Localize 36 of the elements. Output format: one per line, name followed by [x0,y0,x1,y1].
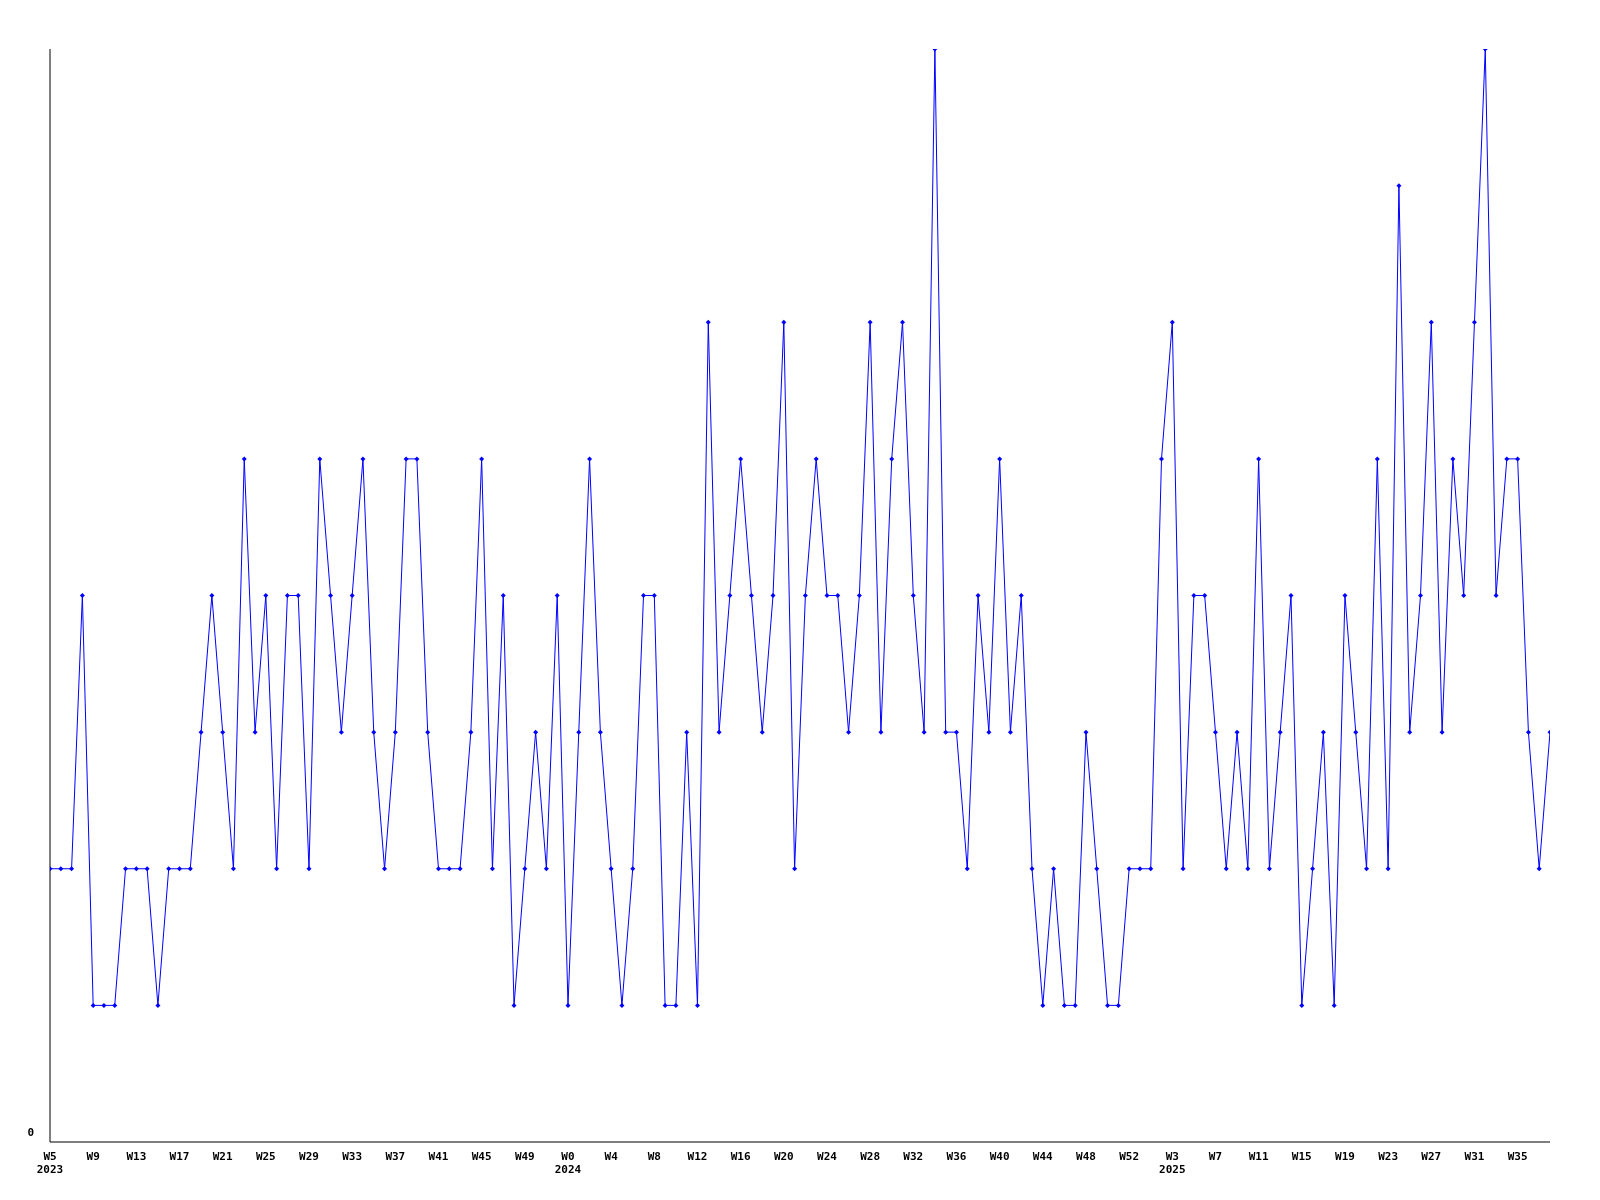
x-tick-label: W41 [428,1150,449,1163]
x-tick-label: W16 [730,1150,751,1163]
x-tick-label: W45 [471,1150,492,1163]
x-tick-label: W49 [514,1150,535,1163]
x-tick-label: W27 [1421,1150,1442,1163]
x-tick-label: W8 [647,1150,661,1163]
x-tick-label: W31 [1464,1150,1485,1163]
text: 0 [27,1126,34,1139]
x-tick-label: W12 [687,1150,708,1163]
x-tick-label: W11 [1248,1150,1269,1163]
x-tick-label: W35 [1507,1150,1528,1163]
x-tick-label: W5 2023 [36,1150,64,1176]
x-tick-label: W0 2024 [554,1150,582,1176]
x-tick-label: W15 [1291,1150,1312,1163]
x-tick-label: W52 [1119,1150,1140,1163]
x-tick-label: W37 [385,1150,406,1163]
x-tick-label: W20 [773,1150,794,1163]
x-tick-label: W25 [255,1150,276,1163]
x-tick-label: W7 [1208,1150,1223,1163]
x-tick-label: W19 [1335,1150,1355,1163]
x-tick-label: W13 [126,1150,147,1163]
x-tick-label: W23 [1378,1150,1399,1163]
x-tick-label: W32 [903,1150,924,1163]
x-tick-label: W29 [299,1150,319,1163]
x-tick-label: W28 [860,1150,881,1163]
x-tick-label: W24 [817,1150,838,1163]
x-tick-label: W21 [212,1150,233,1163]
x-tick-label: W40 [989,1150,1010,1163]
x-tick-label: W36 [946,1150,967,1163]
x-tick-label: W9 [86,1150,100,1163]
x-tick-label: W48 [1076,1150,1096,1163]
x-tick-label: W44 [1032,1150,1054,1163]
x-tick-label: W3 2025 [1159,1150,1186,1176]
x-tick-label: W4 [604,1150,619,1163]
x-tick-label: W33 [342,1150,363,1163]
x-tick-label: W17 [169,1150,190,1163]
